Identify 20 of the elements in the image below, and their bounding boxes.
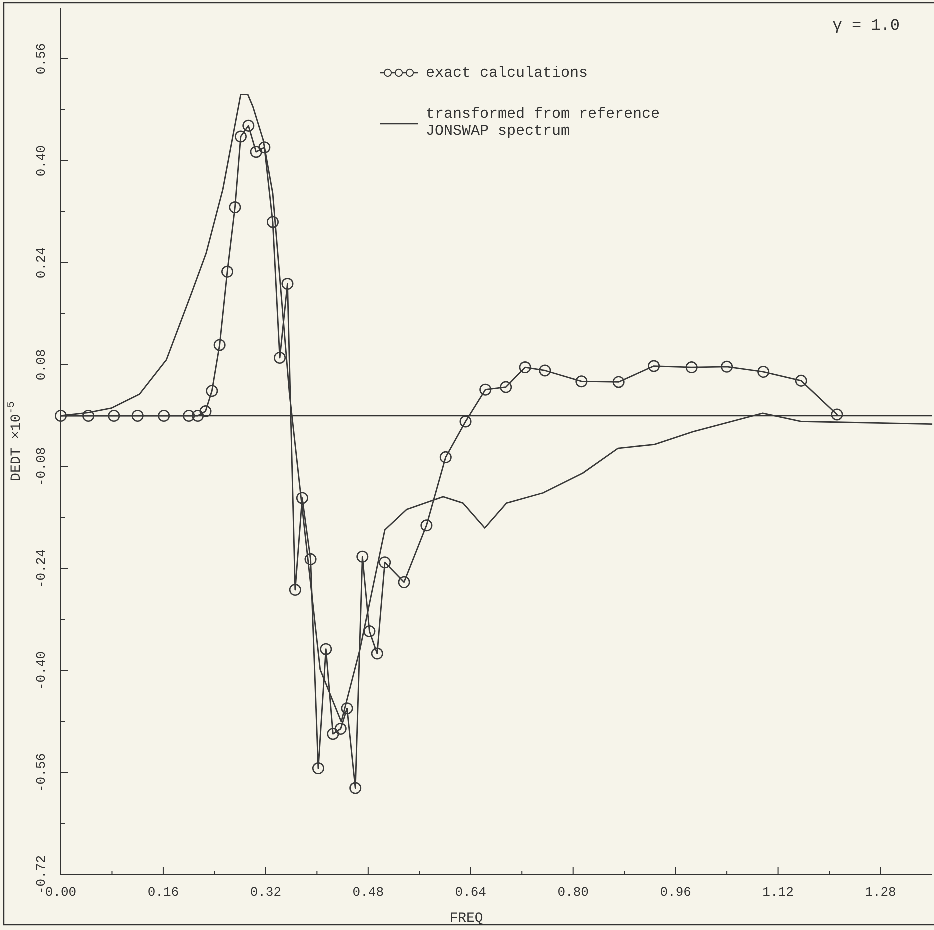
x-axis-title: FREQ [450,911,484,927]
x-tick-label: 1.12 [762,885,794,900]
x-tick-label: 0.32 [250,885,282,900]
annotation: γ = 1.0 [832,17,900,35]
y-tick-label: -0.56 [34,753,49,793]
y-tick-label: 0.08 [34,349,49,381]
y-tick-label: -0.08 [34,447,49,487]
x-tick-label: 0.80 [558,885,589,900]
y-tick-label: 0.56 [34,43,49,75]
legend-label: transformed from reference JONSWAP spectrum [426,106,660,140]
y-tick-label: -0.24 [34,549,49,589]
x-tick-label: 1.28 [865,885,896,900]
x-tick-label: 0.16 [148,885,180,900]
x-tick-label: 0.64 [455,885,487,900]
y-tick-label: 0.40 [34,145,49,177]
y-tick-label: 0.24 [34,247,49,279]
x-tick-label: 0.48 [352,885,384,900]
legend-label: exact calculations [426,65,588,82]
x-tick-label: 0.96 [660,885,692,900]
y-tick-label: -0.40 [34,651,49,691]
